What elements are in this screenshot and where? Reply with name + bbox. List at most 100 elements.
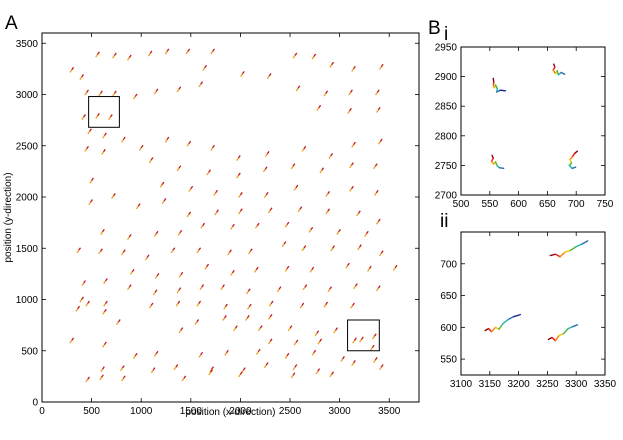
panel-b-ii-track-segment (549, 253, 557, 257)
trajectory-point-tail (230, 226, 234, 230)
trajectory-point-tail (351, 144, 355, 148)
trajectory-point-tail (178, 274, 182, 278)
trajectory-point-head (101, 366, 105, 370)
trajectory-point-head (156, 272, 160, 277)
panel-b-i-track-segment (498, 167, 505, 170)
trajectory-point-tail (309, 269, 313, 273)
trajectory-point-tail (329, 64, 333, 68)
panel-b-ii-track-segment (567, 325, 574, 330)
trajectory-point-head (319, 338, 323, 342)
trajectory-point-tail (185, 51, 189, 55)
trajectory-point-head (380, 63, 384, 68)
trajectory-point-tail (378, 66, 382, 70)
trajectory-point-tail (245, 317, 248, 321)
panel-b-ii-y-tick-label: 650 (440, 291, 457, 302)
trajectory-point-head (216, 209, 219, 213)
trajectory-point-head (87, 300, 90, 304)
trajectory-point-head (360, 336, 364, 340)
trajectory-point-tail (173, 366, 177, 371)
trajectory-point-tail (254, 225, 258, 229)
trajectory-point-head (286, 352, 290, 357)
trajectory-point-tail (69, 69, 73, 73)
trajectory-point-head (71, 337, 75, 341)
trajectory-point-tail (175, 303, 179, 307)
trajectory-point-tail (121, 139, 124, 143)
trajectory-point-head (325, 90, 329, 94)
trajectory-point-head (152, 367, 156, 371)
panel-a-y-axis-label: position (y-direction) (3, 172, 14, 262)
trajectory-point-head (87, 376, 90, 380)
trajectory-point-head (239, 191, 243, 196)
trajectory-point-head (91, 177, 94, 181)
trajectory-point-head (154, 289, 158, 293)
trajectory-point-tail (356, 213, 360, 217)
trajectory-point-tail (333, 329, 337, 334)
panel-b-ii-track-segment (559, 251, 566, 258)
trajectory-point-tail (314, 332, 318, 337)
trajectory-point-head (90, 199, 93, 203)
trajectory-point-tail (111, 195, 114, 199)
trajectory-point-tail (176, 289, 180, 294)
trajectory-point-tail (79, 76, 83, 81)
trajectory-point-head (81, 74, 85, 78)
trajectory-point-tail (210, 51, 214, 55)
panel-b-i-y-tick-label: 2900 (435, 72, 458, 83)
trajectory-point-head (316, 330, 320, 334)
trajectory-point-head (303, 145, 307, 150)
highlight-box (347, 319, 380, 352)
trajectory-point-head (208, 169, 212, 173)
trajectory-point-head (212, 144, 215, 149)
trajectory-point-head (113, 90, 117, 94)
trajectory-point-head (202, 222, 206, 227)
trajectory-point-head (241, 71, 245, 75)
trajectory-point-tail (188, 188, 192, 192)
trajectory-point-tail (350, 305, 354, 309)
trajectory-point-head (117, 319, 121, 323)
trajectory-point-tail (297, 208, 301, 213)
trajectory-point-head (112, 193, 116, 197)
trajectory-point-head (376, 89, 380, 93)
trajectory-point-head (155, 88, 159, 92)
trajectory-point-tail (100, 368, 104, 373)
panel-a-x-tick-label: 2500 (279, 406, 302, 417)
trajectory-point-tail (135, 205, 139, 210)
trajectory-point-tail (319, 169, 323, 174)
trajectory-point-head (97, 51, 100, 55)
trajectory-point-tail (150, 369, 154, 374)
panel-b-ii-track-segment (562, 327, 569, 335)
trajectory-point-head (292, 372, 296, 376)
trajectory-point-tail (268, 303, 272, 307)
trajectory-point-tail (392, 267, 396, 271)
panel-a-x-axis-label: position (x-direction) (185, 407, 275, 418)
trajectory-point-head (237, 155, 241, 159)
trajectory-point-head (256, 222, 260, 227)
panel-b-ii-track-segment (581, 240, 589, 245)
trajectory-point-head (183, 375, 187, 379)
trajectory-point-head (371, 344, 375, 349)
trajectory-point-head (101, 228, 105, 233)
trajectory-point-head (257, 348, 261, 353)
trajectory-point-head (294, 52, 298, 56)
trajectory-point-head (310, 226, 314, 231)
panel-b-i-x-tick-label: 750 (597, 199, 614, 210)
trajectory-point-tail (222, 317, 226, 321)
trajectory-point-head (86, 89, 89, 93)
panel-a-y-tick-label: 3500 (16, 39, 39, 50)
trajectory-point-head (248, 303, 252, 308)
trajectory-point-tail (153, 353, 157, 357)
trajectory-point-head (327, 208, 331, 212)
trajectory-point-tail (345, 265, 349, 269)
trajectory-point-head (200, 81, 204, 85)
trajectory-point-tail (238, 194, 241, 198)
trajectory-point-tail (138, 147, 142, 151)
trajectory-point-tail (359, 339, 362, 343)
trajectory-point-head (149, 50, 153, 54)
panel-b-ii-x-tick-label: 3350 (594, 379, 617, 390)
trajectory-point-head (394, 264, 398, 269)
trajectory-point-head (71, 66, 75, 71)
trajectory-point-tail (95, 54, 99, 58)
trajectory-point-tail (196, 303, 200, 307)
trajectory-point-tail (374, 92, 378, 96)
panel-b-ii-track-segment (487, 327, 493, 333)
trajectory-point-head (83, 114, 87, 118)
